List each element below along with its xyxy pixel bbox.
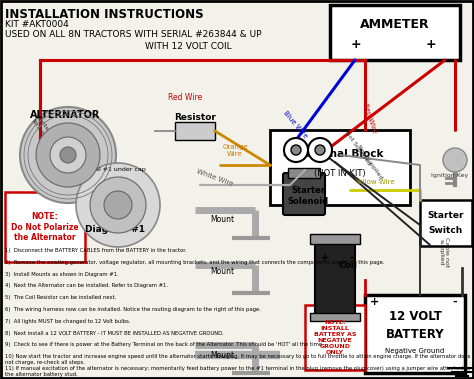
- Text: 4)  Next the Alternator can be installed. Refer to Diagram #1.: 4) Next the Alternator can be installed.…: [5, 283, 168, 288]
- Text: Ignition Key: Ignition Key: [431, 172, 469, 177]
- FancyBboxPatch shape: [310, 234, 360, 244]
- Text: -: -: [350, 253, 354, 263]
- FancyBboxPatch shape: [283, 173, 325, 215]
- Circle shape: [308, 138, 332, 162]
- Text: 9)  Check to see if there is power at the Battery Terminal on the back of the Al: 9) Check to see if there is power at the…: [5, 342, 324, 348]
- Text: 7)  All lights MUST be changed to 12 Volt bulbs.: 7) All lights MUST be changed to 12 Volt…: [5, 319, 130, 324]
- Text: +: +: [370, 297, 380, 307]
- Text: Starter
Solenoid: Starter Solenoid: [287, 186, 328, 206]
- Text: KIT #AKT0004: KIT #AKT0004: [5, 20, 69, 29]
- Text: Switch: Switch: [429, 226, 463, 235]
- FancyBboxPatch shape: [270, 130, 410, 205]
- Text: USED ON ALL 8N TRACTORS WITH SERIAL #263844 & UP: USED ON ALL 8N TRACTORS WITH SERIAL #263…: [5, 30, 262, 39]
- FancyBboxPatch shape: [175, 122, 215, 140]
- Text: Yellow Wire: Yellow Wire: [355, 179, 395, 185]
- Text: -: -: [453, 297, 457, 307]
- Text: 10) Now start the tractor and increase engine speed until the alternator starts : 10) Now start the tractor and increase e…: [5, 354, 470, 365]
- Text: Red Wire: Red Wire: [168, 92, 202, 102]
- FancyBboxPatch shape: [305, 305, 365, 370]
- Text: 12 VOLT: 12 VOLT: [389, 310, 441, 323]
- Text: 1)  Disconnect the BATTERY CABLES from the BATTERY in the tractor.: 1) Disconnect the BATTERY CABLES from th…: [5, 248, 187, 253]
- Text: Orange
Wire: Orange Wire: [222, 144, 248, 157]
- Text: Resistor: Resistor: [174, 113, 216, 122]
- FancyBboxPatch shape: [420, 200, 472, 246]
- FancyBboxPatch shape: [330, 5, 460, 60]
- Text: Not Supplied: Not Supplied: [345, 130, 372, 166]
- Text: 11) If manual excitation of the alternator is necessary; momentarily feed batter: 11) If manual excitation of the alternat…: [5, 366, 470, 377]
- Text: Coil: Coil: [338, 260, 357, 269]
- Circle shape: [104, 191, 132, 219]
- Circle shape: [20, 107, 116, 203]
- FancyBboxPatch shape: [365, 295, 465, 373]
- Text: Red Wire: Red Wire: [362, 102, 378, 134]
- Text: +: +: [426, 38, 437, 51]
- Text: (NOT IN KIT): (NOT IN KIT): [314, 169, 366, 178]
- Circle shape: [90, 177, 146, 233]
- Circle shape: [36, 123, 100, 187]
- FancyBboxPatch shape: [315, 240, 355, 315]
- Text: Mount: Mount: [210, 268, 234, 277]
- Text: Not Supplied: Not Supplied: [356, 144, 383, 180]
- Text: 6)  The wiring harness now can be installed. Notice the routing diagram to the r: 6) The wiring harness now can be install…: [5, 307, 261, 312]
- Text: WITH 12 VOLT COIL: WITH 12 VOLT COIL: [145, 42, 232, 51]
- Text: Starter: Starter: [428, 211, 464, 220]
- Circle shape: [50, 137, 86, 173]
- FancyBboxPatch shape: [5, 192, 85, 262]
- Text: 5)  The Coil Resistor can be installed next.: 5) The Coil Resistor can be installed ne…: [5, 295, 117, 300]
- Text: 3)  Install Mounts as shown in Diagram #1.: 3) Install Mounts as shown in Diagram #1…: [5, 272, 118, 277]
- Circle shape: [284, 138, 308, 162]
- Text: AMMETER: AMMETER: [360, 18, 430, 31]
- Text: NOTE:
Do Not Polarize
the Alternator: NOTE: Do Not Polarize the Alternator: [11, 212, 79, 242]
- Circle shape: [76, 163, 160, 247]
- Text: Mount: Mount: [210, 216, 234, 224]
- Text: 8)  Next install a 12 VOLT BATTERY - IT MUST BE INSTALLED AS NEGATIVE GROUND.: 8) Next install a 12 VOLT BATTERY - IT M…: [5, 330, 224, 335]
- Circle shape: [291, 145, 301, 155]
- Text: BATTERY: BATTERY: [386, 327, 444, 340]
- FancyBboxPatch shape: [310, 313, 360, 321]
- Text: Battery
Terminal: Battery Terminal: [30, 114, 54, 142]
- Text: +: +: [351, 38, 361, 51]
- FancyBboxPatch shape: [288, 168, 320, 178]
- Text: Blue Wire: Blue Wire: [282, 110, 308, 140]
- Text: 2)  Remove the existing generator, voltage regulator, all mounting brackets, and: 2) Remove the existing generator, voltag…: [5, 260, 384, 265]
- Text: White Wire: White Wire: [196, 169, 234, 187]
- Text: Mount: Mount: [210, 351, 234, 360]
- Text: Diagram #1: Diagram #1: [85, 226, 145, 235]
- Text: NOTE:
INSTALL
BATTERY AS
NEGATIVE
GROUND
ONLY: NOTE: INSTALL BATTERY AS NEGATIVE GROUND…: [314, 321, 356, 354]
- Circle shape: [315, 145, 325, 155]
- Circle shape: [443, 148, 467, 172]
- Text: ALTERNATOR: ALTERNATOR: [30, 110, 100, 120]
- Text: +: +: [321, 253, 329, 263]
- Circle shape: [60, 147, 76, 163]
- Text: Negative Ground: Negative Ground: [385, 348, 445, 354]
- Text: Terminal #1 under cap: Terminal #1 under cap: [74, 168, 146, 172]
- Text: Terminal Block: Terminal Block: [297, 149, 383, 159]
- Text: Cable not
supplied: Cable not supplied: [438, 237, 449, 267]
- Text: INSTALLATION INSTRUCTIONS: INSTALLATION INSTRUCTIONS: [5, 8, 204, 21]
